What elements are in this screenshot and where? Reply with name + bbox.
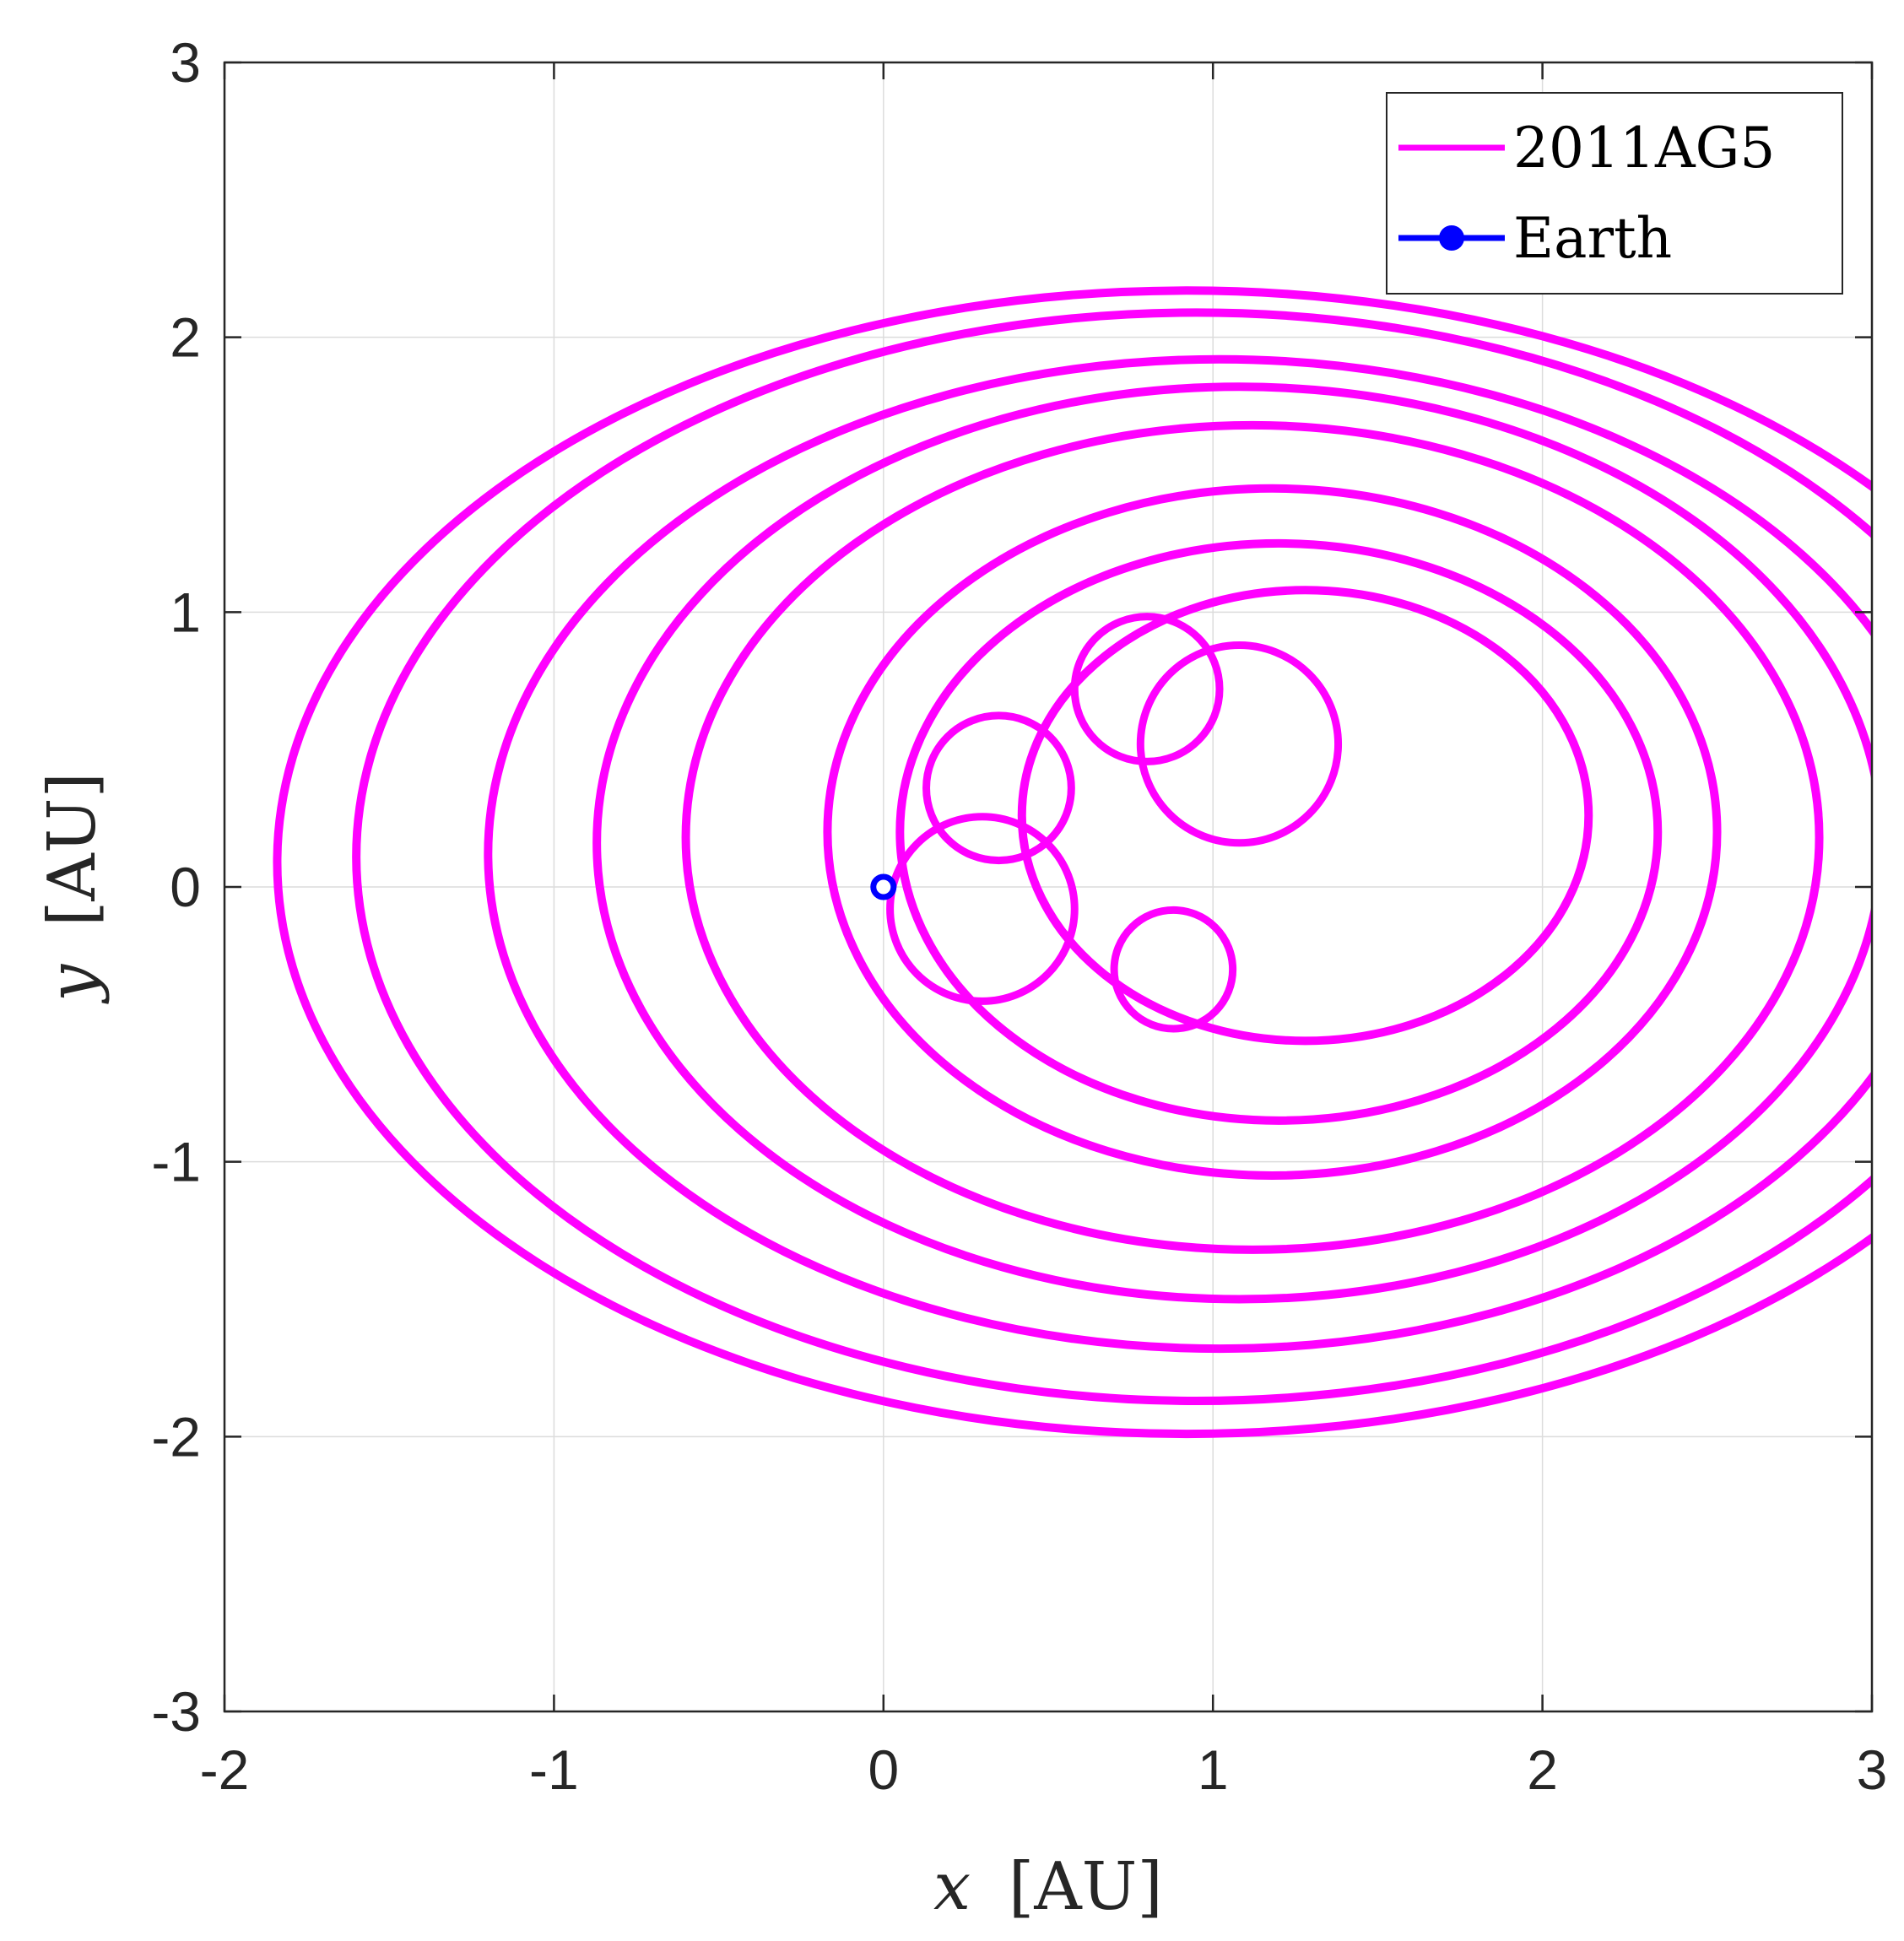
- y-tick-label: 2: [170, 306, 201, 369]
- x-tick-label: -1: [529, 1738, 579, 1801]
- x-tick-label: 3: [1857, 1738, 1888, 1801]
- trajectory-curl-1: [1136, 641, 1343, 847]
- y-tick-label: 1: [170, 581, 201, 643]
- x-axis-label: x [AU]: [933, 1849, 1163, 1925]
- series-layer: [273, 286, 1872, 1438]
- trajectory-loop-3: [592, 382, 1872, 1304]
- trajectory-loop-7: [1017, 586, 1593, 1046]
- trajectory-loop-5: [823, 484, 1722, 1180]
- x-axis-label-unit: [AU]: [1009, 1849, 1163, 1925]
- legend-label-2011ag5: 2011AG5: [1513, 116, 1775, 181]
- x-tick-label: 0: [868, 1738, 899, 1801]
- trajectory-loop-2: [484, 354, 1872, 1353]
- y-tick-label: 0: [170, 856, 201, 918]
- legend-label-earth: Earth: [1513, 206, 1672, 271]
- y-axis-label-variable: y: [35, 964, 111, 1004]
- legend-box: [1386, 92, 1843, 295]
- y-axis-label-unit: [AU]: [35, 772, 111, 927]
- x-tick-label: 2: [1527, 1738, 1558, 1801]
- earth-point: [870, 873, 897, 900]
- y-tick-label: -1: [151, 1131, 201, 1193]
- trajectory-loop-0: [273, 286, 1872, 1438]
- y-tick-label: -3: [151, 1680, 201, 1743]
- trajectory-curl-4: [886, 813, 1079, 1005]
- legend: 2011AG5 Earth: [1386, 92, 1843, 295]
- x-axis-label-variable: x: [933, 1849, 971, 1925]
- ticks: [223, 61, 1874, 1713]
- legend-marker-earth: [1439, 225, 1464, 251]
- trajectory-curl-3: [922, 711, 1075, 865]
- x-tick-label: 1: [1198, 1738, 1229, 1801]
- y-tick-label: 3: [170, 31, 201, 94]
- trajectory-curl-0: [1070, 613, 1224, 765]
- trajectory-loop-4: [681, 420, 1824, 1254]
- trajectory-loop-6: [895, 538, 1663, 1125]
- y-tick-label: -2: [151, 1405, 201, 1468]
- trajectory-loop-1: [352, 308, 1872, 1405]
- y-axis-label: y [AU]: [35, 772, 111, 1004]
- x-tick-label: -2: [200, 1738, 250, 1801]
- trajectory-curl-2: [1110, 906, 1237, 1033]
